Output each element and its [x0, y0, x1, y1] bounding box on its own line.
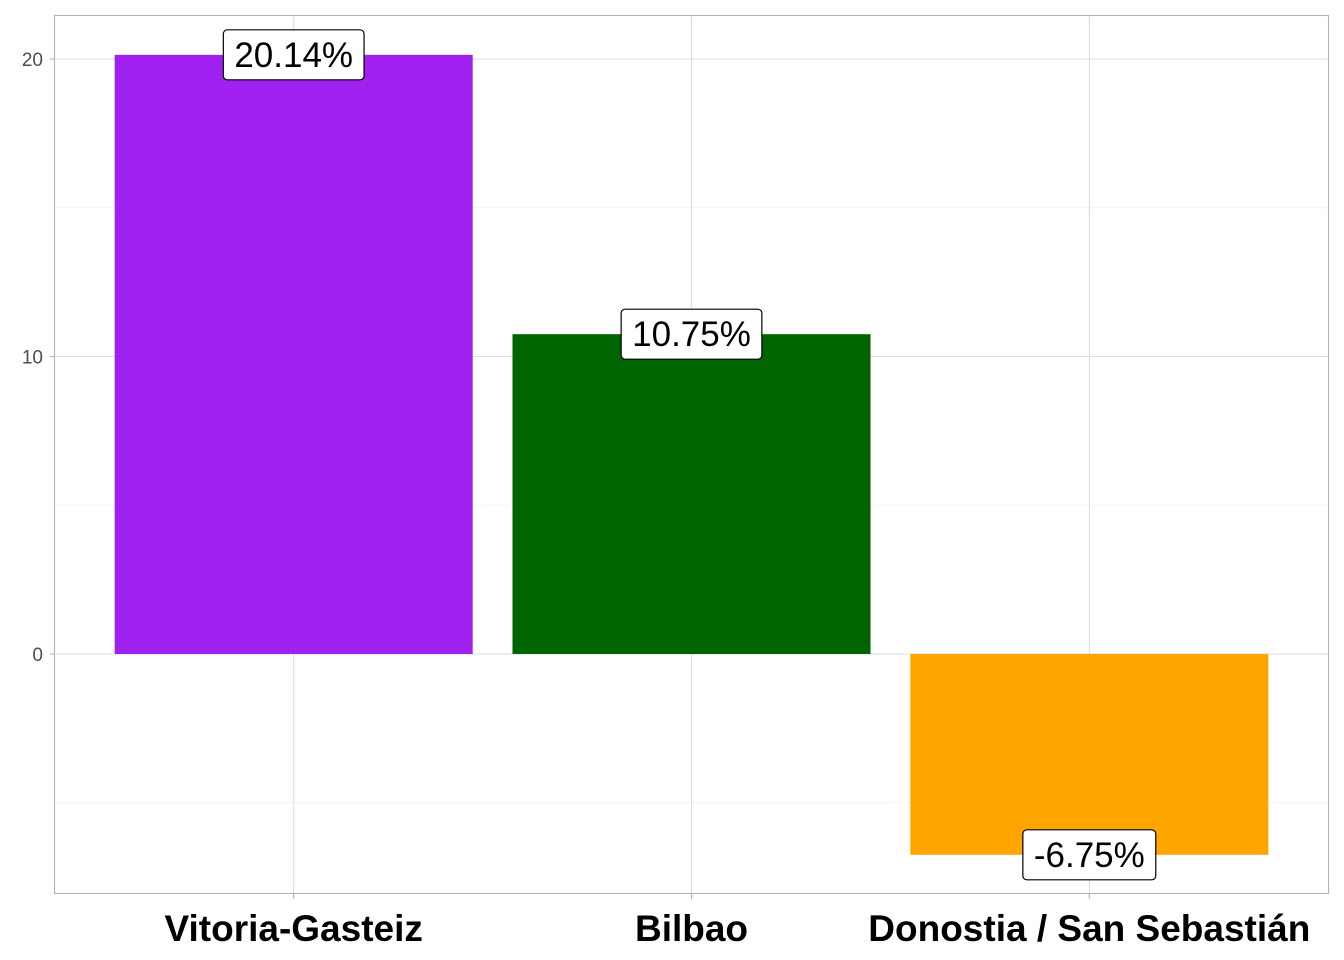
bar-3 — [910, 654, 1269, 855]
data-label-box — [620, 308, 763, 360]
data-label-box — [222, 29, 365, 81]
x-tick-label: Vitoria-Gasteiz — [164, 908, 422, 949]
data-label-3: -6.75% — [1022, 829, 1157, 881]
x-tick-label: Bilbao — [635, 908, 748, 949]
y-tick-label: 10 — [22, 348, 43, 369]
data-label-1: 20.14% — [222, 29, 365, 81]
x-tick-label: Donostia / San Sebastián — [868, 908, 1310, 949]
bar-2 — [512, 334, 871, 654]
bar-1 — [114, 54, 473, 654]
y-tick-label: 0 — [32, 645, 43, 666]
data-label-box — [1022, 829, 1157, 881]
data-label-text: 20.14% — [234, 36, 353, 75]
data-label-2: 10.75% — [620, 308, 763, 360]
axis-ticks: 0 10 20 Vitoria-Gasteiz Bilbao Donostia / San… — [22, 50, 1310, 949]
y-tick-label: 20 — [22, 50, 43, 71]
data-labels: 20.14% 10.75% -6.75% — [222, 29, 1157, 881]
data-label-text: -6.75% — [1034, 836, 1145, 875]
bars — [114, 54, 1269, 855]
data-label-text: 10.75% — [632, 315, 751, 354]
